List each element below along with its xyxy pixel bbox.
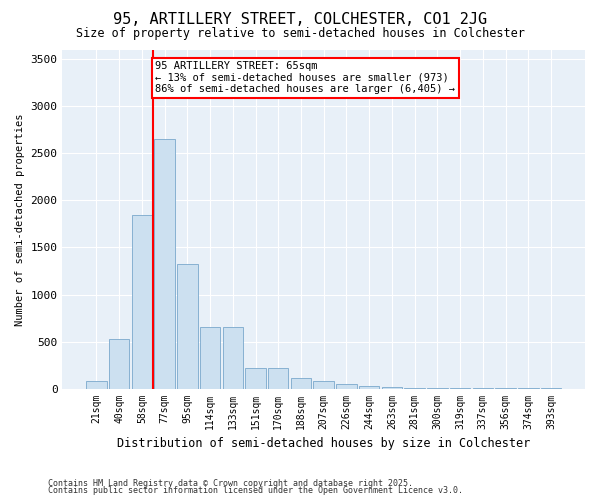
Bar — [291, 378, 311, 388]
Bar — [382, 387, 402, 388]
Bar — [245, 368, 266, 388]
Y-axis label: Number of semi-detached properties: Number of semi-detached properties — [15, 113, 25, 326]
Bar — [177, 264, 197, 388]
X-axis label: Distribution of semi-detached houses by size in Colchester: Distribution of semi-detached houses by … — [117, 437, 530, 450]
Bar — [131, 214, 152, 388]
Bar — [223, 328, 243, 388]
Bar — [336, 384, 356, 388]
Text: Contains public sector information licensed under the Open Government Licence v3: Contains public sector information licen… — [48, 486, 463, 495]
Bar — [86, 381, 107, 388]
Bar — [359, 386, 379, 388]
Bar — [109, 338, 130, 388]
Bar — [200, 328, 220, 388]
Text: Contains HM Land Registry data © Crown copyright and database right 2025.: Contains HM Land Registry data © Crown c… — [48, 478, 413, 488]
Text: 95 ARTILLERY STREET: 65sqm
← 13% of semi-detached houses are smaller (973)
86% o: 95 ARTILLERY STREET: 65sqm ← 13% of semi… — [155, 62, 455, 94]
Bar — [154, 140, 175, 388]
Text: 95, ARTILLERY STREET, COLCHESTER, CO1 2JG: 95, ARTILLERY STREET, COLCHESTER, CO1 2J… — [113, 12, 487, 28]
Bar — [313, 381, 334, 388]
Bar — [268, 368, 289, 388]
Text: Size of property relative to semi-detached houses in Colchester: Size of property relative to semi-detach… — [76, 28, 524, 40]
